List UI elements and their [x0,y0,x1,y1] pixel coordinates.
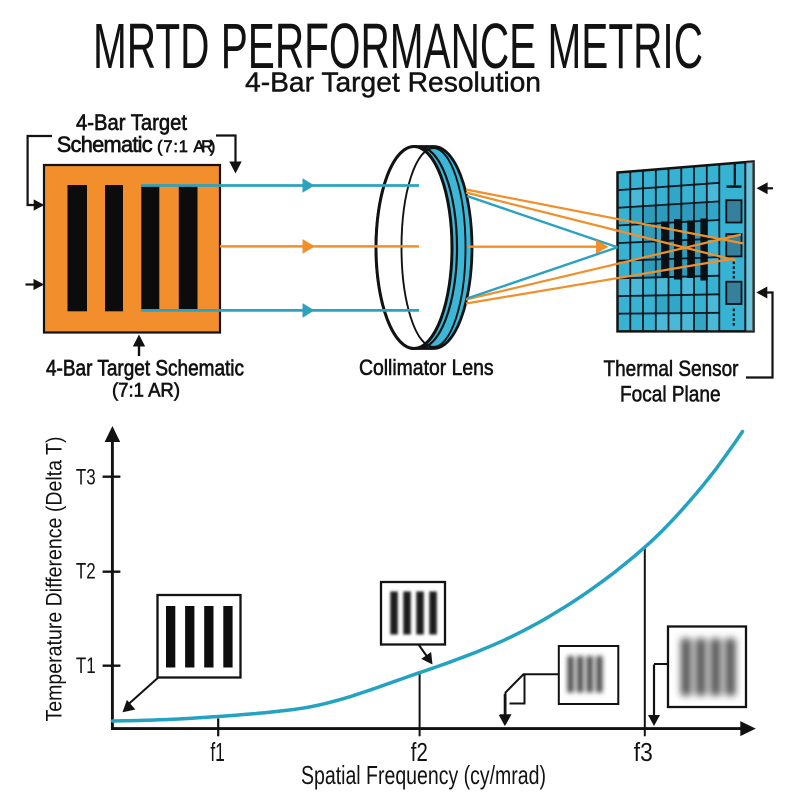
svg-text:T1: T1 [76,653,96,678]
svg-text:4-Bar Target: 4-Bar Target [76,110,187,135]
svg-text:4-Bar Target Resolution: 4-Bar Target Resolution [245,67,541,98]
svg-text:Collimator Lens: Collimator Lens [359,355,494,380]
svg-text:Thermal Sensor: Thermal Sensor [604,356,739,381]
svg-text:4-Bar Target Schematic: 4-Bar Target Schematic [46,356,244,381]
svg-text:(7:1 AR): (7:1 AR) [112,379,180,401]
svg-text:f2: f2 [411,739,428,767]
svg-text:f3: f3 [634,739,653,767]
svg-text:Schematic(7:1AR): Schematic (7:1 AR) [57,132,216,157]
svg-text:T3: T3 [76,465,96,490]
svg-text:MRTD PERFORMANCE METRIC: MRTD PERFORMANCE METRIC [93,10,703,82]
svg-text:Spatial Frequency (cy/mrad): Spatial Frequency (cy/mrad) [301,760,546,790]
svg-text:f1: f1 [210,739,225,767]
svg-text:Temperature Difference (Delta: Temperature Difference (Delta T) [42,437,67,722]
svg-text:Focal Plane: Focal Plane [620,382,721,407]
svg-text:T2: T2 [76,559,96,584]
